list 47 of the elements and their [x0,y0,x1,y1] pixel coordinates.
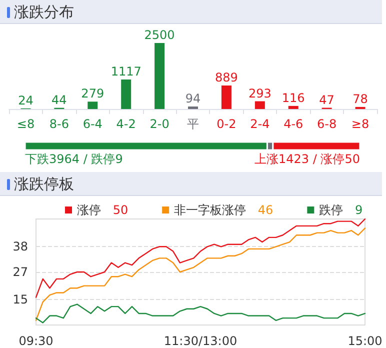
text: 9 [354,203,363,217]
data-label: 24 [18,93,34,108]
bar [288,106,298,109]
x-tick-label: 6-4 [82,117,102,131]
legend-label: 跌停 [319,203,347,217]
bar [121,80,132,109]
text: 下跌3964 / 跌停9 [25,152,123,166]
y-tick-label: 27 [12,265,28,279]
bar [221,86,232,109]
data-label: 2500 [144,28,175,42]
chart-title: 涨跌分布 [14,3,74,21]
x-tick-label: 4-6 [284,117,304,131]
x-tick-label: 4-2 [116,117,136,131]
data-label: 279 [81,86,104,101]
data-label: 94 [185,92,201,106]
text: 上涨1423 / 涨停50 [254,152,360,166]
data-label: 889 [215,70,238,85]
line-series [35,218,366,298]
x-tick-label: ≤8 [16,117,35,131]
x-tick-label: ≥8 [351,117,370,131]
x-tick-label: 0-2 [216,117,236,131]
x-tick-label: 6-8 [317,117,337,131]
data-label: 78 [352,92,368,106]
line-series [35,304,366,324]
data-label: 47 [319,92,334,107]
data-label: 293 [248,86,272,100]
x-tick-label: 11:30/13:00 [164,334,238,348]
data-label: 1117 [110,64,142,79]
x-tick-label: 15:00 [348,334,382,348]
x-tick-label: 平 [187,117,199,131]
bar [154,43,165,109]
bar [254,101,265,109]
data-label: 44 [52,92,67,107]
bar [88,102,98,109]
data-label: 116 [282,90,305,105]
chart-title: 涨跌停板 [14,175,74,193]
x-tick-label: 09:30 [18,334,54,348]
x-tick-label: 2-0 [150,117,170,131]
legend-label: 非一字板涨停 [174,203,250,217]
y-tick-label: 38 [12,240,28,254]
text: 50 [112,203,128,217]
y-tick-label: 15 [12,292,28,307]
line-series [35,228,366,321]
text: 46 [258,203,274,217]
x-tick-label: 8-6 [49,117,69,131]
x-tick-label: 2-4 [250,117,270,131]
legend-label: 涨停 [77,203,105,217]
